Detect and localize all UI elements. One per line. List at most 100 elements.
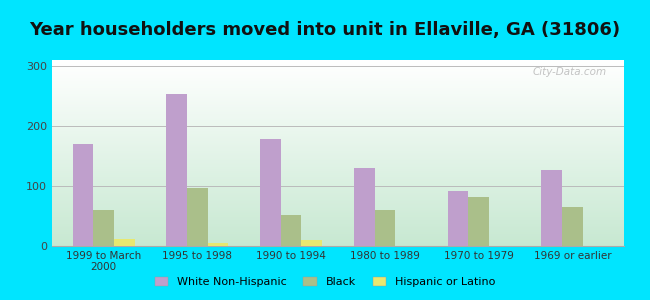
Bar [52,97,624,98]
Bar [52,243,624,244]
Bar [52,178,624,179]
Bar [52,236,624,237]
Bar [52,218,624,219]
Bar [52,124,624,125]
Bar [52,123,624,124]
Bar [52,203,624,204]
Bar [52,161,624,162]
Bar [52,234,624,235]
Bar [52,191,624,192]
Bar [52,212,624,214]
Bar [52,162,624,163]
Bar [52,113,624,114]
Bar [52,223,624,224]
Bar [52,98,624,99]
Bar [52,99,624,100]
Bar [52,80,624,81]
Bar [52,114,624,115]
Bar [52,88,624,89]
Bar [52,217,624,218]
Bar [52,177,624,178]
Bar [52,137,624,138]
Bar [52,61,624,62]
Bar [541,170,562,246]
Bar [52,229,624,230]
Bar [52,237,624,238]
Bar [187,188,207,246]
Bar [52,230,624,231]
Bar [52,239,624,240]
Bar [52,245,624,246]
Bar [52,83,624,84]
Bar [52,132,624,133]
Bar [52,96,624,97]
Bar [52,141,624,142]
Bar [52,160,624,161]
Bar [354,168,374,246]
Bar [281,215,302,246]
Bar [52,95,624,96]
Bar [52,108,624,109]
Bar [52,111,624,112]
Bar [52,146,624,147]
Bar [562,207,583,246]
Bar [52,126,624,127]
Bar [52,148,624,149]
Bar [52,208,624,209]
Bar [52,106,624,107]
Bar [52,187,624,188]
Bar [448,191,469,246]
Bar [52,89,624,90]
Bar [52,221,624,222]
Bar [52,78,624,79]
Bar [52,174,624,175]
Bar [52,235,624,236]
Bar [52,163,624,164]
Bar [52,183,624,184]
Bar [52,160,624,161]
Bar [52,128,624,129]
Bar [52,182,624,183]
Bar [207,243,228,246]
Bar [114,239,135,246]
Bar [52,159,624,160]
Bar [52,195,624,196]
Bar [52,172,624,173]
Bar [52,91,624,92]
Bar [52,155,624,156]
Bar [52,190,624,191]
Bar [52,117,624,118]
Bar [52,175,624,176]
Bar [52,167,624,168]
Bar [52,193,624,194]
Bar [52,136,624,137]
Bar [52,200,624,201]
Bar [52,73,624,74]
Bar [302,240,322,246]
Bar [52,209,624,210]
Bar [52,122,624,123]
Bar [52,142,624,143]
Bar [52,133,624,134]
Text: City-Data.com: City-Data.com [533,68,607,77]
Bar [52,202,624,203]
Bar [52,81,624,82]
Bar [52,192,624,193]
Bar [52,204,624,205]
Bar [52,225,624,226]
Bar [52,118,624,119]
Bar [52,226,624,227]
Bar [52,180,624,181]
Bar [52,197,624,198]
Bar [52,201,624,202]
Bar [52,157,624,158]
Bar [52,206,624,207]
Bar [52,144,624,145]
Bar [52,118,624,119]
Bar [166,94,187,246]
Bar [52,139,624,140]
Bar [52,231,624,232]
Bar [93,210,114,246]
Bar [52,105,624,106]
Bar [52,63,624,64]
